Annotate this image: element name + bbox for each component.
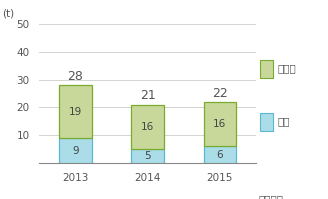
Text: 6: 6 xyxy=(216,150,223,160)
Bar xyxy=(131,105,164,149)
Bar xyxy=(260,60,273,78)
Text: 16: 16 xyxy=(141,122,154,132)
Text: (t): (t) xyxy=(3,8,15,18)
Text: 21: 21 xyxy=(140,89,155,102)
Text: 9: 9 xyxy=(72,146,79,156)
Bar xyxy=(59,85,92,138)
Text: 5: 5 xyxy=(144,151,151,161)
Bar xyxy=(131,149,164,163)
Text: 16: 16 xyxy=(213,119,226,129)
Bar xyxy=(260,113,273,131)
Text: （年度）: （年度） xyxy=(258,194,283,199)
Bar xyxy=(203,146,236,163)
Text: 22: 22 xyxy=(212,87,228,100)
Text: 廃プラ: 廃プラ xyxy=(277,63,296,73)
Text: 28: 28 xyxy=(68,70,83,83)
Bar xyxy=(203,102,236,146)
Bar xyxy=(59,138,92,163)
Text: 廃薬: 廃薬 xyxy=(277,116,290,126)
Text: 19: 19 xyxy=(69,107,82,117)
